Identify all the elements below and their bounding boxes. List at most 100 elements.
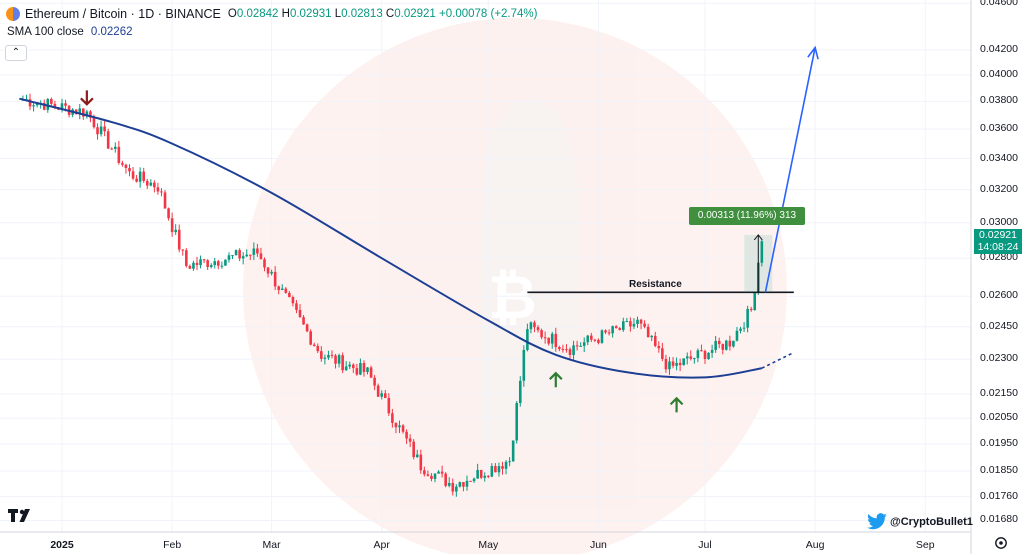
- candle-body: [632, 323, 636, 327]
- candle-body: [707, 352, 710, 360]
- high-key: H: [281, 8, 290, 20]
- time-tick-label: Apr: [373, 539, 390, 551]
- candle-body: [693, 358, 696, 360]
- candle-body: [192, 262, 195, 269]
- candle-body: [209, 265, 213, 267]
- time-tick-label: May: [478, 539, 499, 551]
- candle-body: [760, 241, 764, 263]
- candle-body: [486, 475, 490, 477]
- candle-body: [206, 260, 209, 267]
- svg-text:₿: ₿: [488, 264, 537, 331]
- price-tick-label: 0.01850: [980, 464, 1018, 476]
- candle-body: [60, 103, 64, 110]
- candle-body: [511, 440, 515, 462]
- price-tick-label: 0.03400: [980, 151, 1018, 164]
- candle-body: [437, 471, 440, 474]
- candle-body: [348, 364, 352, 367]
- candle-body: [35, 103, 39, 106]
- tradingview-logo[interactable]: [8, 509, 34, 528]
- candle-body: [273, 271, 277, 287]
- low-value: 0.02813: [341, 8, 383, 20]
- candle-body: [28, 99, 32, 107]
- candle-body: [195, 262, 199, 266]
- price-tick-label: 0.02450: [980, 319, 1018, 332]
- candle-body: [220, 265, 224, 267]
- markers: [80, 90, 684, 413]
- price-tick-label: 0.03800: [980, 94, 1018, 107]
- price-tick-label: 0.02150: [980, 386, 1018, 399]
- candle-body: [376, 385, 380, 397]
- candle-body: [156, 187, 160, 192]
- settings-gear-icon[interactable]: [994, 536, 1008, 555]
- candle-body: [202, 259, 206, 261]
- candle-body: [344, 366, 348, 371]
- candle-body: [245, 254, 249, 257]
- candle-body: [92, 117, 96, 128]
- symbol-title[interactable]: Ethereum / Bitcoin · 1D · BINANCE: [25, 7, 221, 21]
- close-value: 0.02921: [394, 8, 436, 20]
- candle-body: [217, 261, 220, 266]
- candle-body: [231, 255, 234, 257]
- candle-body: [501, 466, 504, 469]
- candle-body: [455, 486, 458, 492]
- resistance-label: Resistance: [629, 279, 682, 290]
- candle-body: [373, 377, 376, 386]
- candle-body: [746, 308, 749, 328]
- candle-body: [749, 308, 753, 311]
- candle-body: [526, 329, 529, 350]
- candle-body: [412, 441, 415, 458]
- price-tick-label: 0.04000: [980, 68, 1018, 81]
- candle-body: [280, 288, 284, 291]
- candle-body: [266, 267, 270, 274]
- change-value: +0.00078 (+2.74%): [439, 8, 538, 20]
- candle-body: [508, 461, 511, 463]
- candle-body: [185, 250, 188, 267]
- candle-body: [604, 330, 607, 333]
- candle-body: [394, 422, 398, 428]
- symbol-header: Ethereum / Bitcoin · 1D · BINANCE O0.028…: [0, 6, 537, 22]
- candle-body: [199, 259, 202, 266]
- candle-body: [529, 322, 533, 330]
- twitter-bird-icon: [867, 513, 887, 530]
- candle-body: [362, 362, 366, 373]
- eth-btc-icon: [6, 7, 20, 21]
- candle-body: [295, 303, 298, 310]
- candle-body: [689, 356, 693, 359]
- candle-body: [302, 317, 305, 325]
- candle-body: [188, 266, 192, 269]
- candle-body: [540, 330, 543, 338]
- candle-body: [234, 250, 238, 256]
- candle-body: [387, 398, 391, 414]
- candle-body: [330, 354, 334, 356]
- sma-legend[interactable]: SMA 100 close 0.02262: [7, 26, 133, 38]
- price-tick-label: 0.04600: [980, 0, 1018, 9]
- candle-body: [700, 350, 703, 352]
- candle-body: [568, 349, 572, 355]
- candle-body: [579, 345, 582, 347]
- candle-body: [241, 256, 245, 259]
- candle-body: [224, 259, 227, 266]
- candle-body: [458, 482, 462, 487]
- candle-body: [78, 108, 82, 114]
- candle-body: [121, 162, 124, 165]
- candle-body: [465, 480, 469, 487]
- candle-body: [682, 358, 685, 366]
- candle-body: [732, 340, 735, 347]
- candle-body: [664, 358, 668, 370]
- candle-body: [337, 355, 341, 364]
- candle-body: [341, 355, 344, 371]
- candle-body: [483, 475, 487, 478]
- candle-body: [142, 171, 146, 181]
- collapse-legend-button[interactable]: ⌃: [5, 45, 27, 61]
- measure-arrowhead: [753, 234, 763, 241]
- candle-body: [582, 342, 586, 346]
- candle-body: [629, 321, 632, 327]
- candle-body: [426, 474, 430, 476]
- open-value: 0.02842: [236, 8, 279, 20]
- candle-body: [252, 248, 256, 255]
- candle-body: [675, 362, 678, 366]
- candle-body: [256, 248, 259, 254]
- candle-body: [554, 333, 558, 348]
- candle-body: [415, 454, 419, 458]
